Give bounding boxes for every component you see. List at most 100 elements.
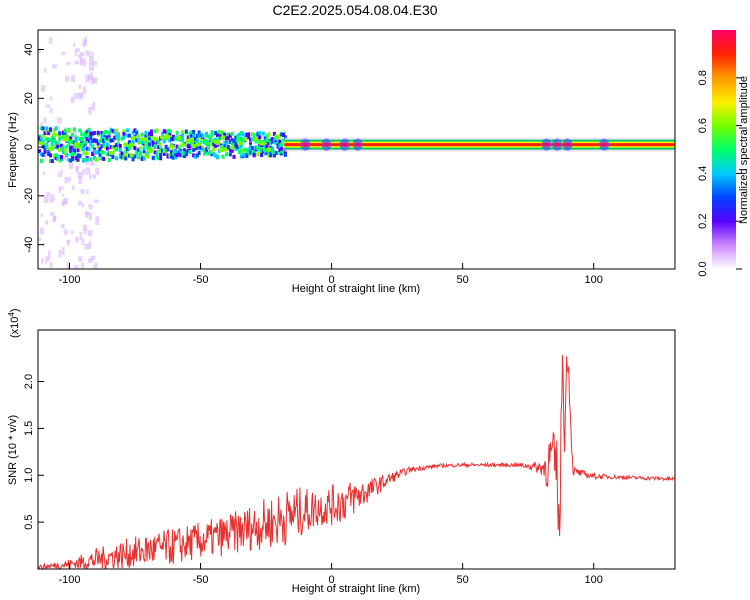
band-cell — [133, 146, 137, 151]
band-cell — [144, 142, 148, 147]
band-cell — [60, 157, 64, 162]
band-cell — [126, 128, 130, 133]
speckle — [88, 212, 92, 221]
spectrogram-x-ticks: -100 -50 0 50 100 — [58, 263, 603, 286]
band-cell — [149, 132, 153, 137]
band-cell — [129, 153, 133, 158]
band-cell — [93, 130, 97, 135]
band-cell — [199, 145, 203, 150]
band-blob — [123, 142, 130, 147]
band-cell — [85, 129, 89, 134]
band-cell — [96, 141, 100, 146]
band-blob — [203, 141, 210, 146]
band-cell — [210, 140, 214, 145]
band-cell — [197, 146, 201, 151]
band-cell — [80, 137, 84, 142]
speckle — [77, 171, 83, 179]
band-cell — [204, 139, 208, 144]
band-cell — [96, 130, 100, 135]
snr-plot: -100 -50 0 50 100 0.5 1.0 1.5 2.0 Height of str… — [7, 308, 676, 595]
speckle — [70, 230, 74, 234]
speckle — [95, 167, 100, 175]
band-cell — [153, 150, 157, 155]
band-cell — [105, 142, 109, 147]
band-cell — [206, 134, 210, 139]
band-cell — [210, 152, 214, 157]
band-cell — [195, 133, 199, 138]
band-cell — [83, 134, 87, 139]
band-cell — [282, 133, 286, 138]
band-cell — [155, 155, 159, 160]
band-cell — [204, 149, 208, 154]
band-cell — [249, 144, 253, 149]
band-cell — [98, 147, 102, 152]
band-cell — [278, 148, 282, 153]
band-cell — [188, 134, 192, 139]
band-cell — [67, 157, 71, 162]
band-cell — [71, 157, 75, 162]
band-cell — [175, 144, 179, 149]
band-cell — [135, 138, 139, 143]
speckle — [74, 145, 79, 153]
band-cell — [87, 147, 91, 152]
band-cell — [188, 144, 192, 149]
speckle — [92, 174, 97, 179]
band-blob — [51, 132, 58, 137]
y-tick-label: 0 — [23, 144, 35, 150]
band-cell — [122, 129, 126, 134]
band-cell — [263, 136, 267, 141]
band-cell — [249, 137, 253, 142]
band-cell — [39, 158, 43, 163]
band-cell — [206, 151, 210, 156]
band-cell — [50, 138, 54, 143]
speckle — [71, 74, 76, 83]
band-cell — [39, 126, 43, 131]
band-cell — [271, 146, 275, 151]
band-cell — [278, 133, 282, 138]
speckle — [41, 85, 46, 92]
band-cell — [203, 149, 207, 154]
band-cell — [228, 152, 232, 157]
snr-series-line — [38, 355, 675, 569]
x-tick-label: 0 — [329, 574, 335, 586]
speckle — [80, 152, 85, 157]
band-cell — [227, 132, 231, 137]
band-cell — [272, 139, 276, 144]
band-cell — [102, 156, 106, 161]
spectrogram-frame — [37, 29, 676, 270]
band-cell — [58, 137, 62, 142]
band-cell — [87, 135, 91, 140]
band-cell — [254, 139, 258, 144]
band-cell — [160, 148, 164, 153]
band-cell — [126, 133, 130, 138]
speckle — [67, 177, 72, 182]
colorbar-tick-label: 0.6 — [697, 118, 709, 133]
band-cell — [116, 136, 120, 141]
speckle — [41, 258, 44, 265]
speckle — [58, 250, 62, 258]
band-cell — [168, 129, 172, 134]
band-cell — [109, 127, 113, 132]
band-cell — [247, 135, 251, 140]
band-cell — [223, 132, 227, 137]
band-cell — [280, 132, 284, 137]
speckle — [66, 261, 70, 269]
band-cell — [221, 131, 225, 136]
band-cell — [208, 136, 212, 141]
band-cell — [58, 154, 62, 159]
speckle — [40, 122, 44, 129]
speckle — [73, 93, 79, 99]
band-blob — [257, 147, 264, 152]
band-cell — [186, 144, 190, 149]
y-tick-label: 1.0 — [23, 468, 35, 483]
speckle — [38, 237, 42, 241]
band-cell — [236, 134, 240, 139]
band-blob — [222, 147, 229, 152]
band-blob — [108, 150, 115, 156]
band-cell — [118, 148, 122, 153]
band-cell — [263, 151, 267, 156]
band-cell — [230, 148, 234, 153]
band-cell — [230, 131, 234, 136]
band-cell — [133, 154, 137, 159]
speckle — [93, 77, 98, 84]
